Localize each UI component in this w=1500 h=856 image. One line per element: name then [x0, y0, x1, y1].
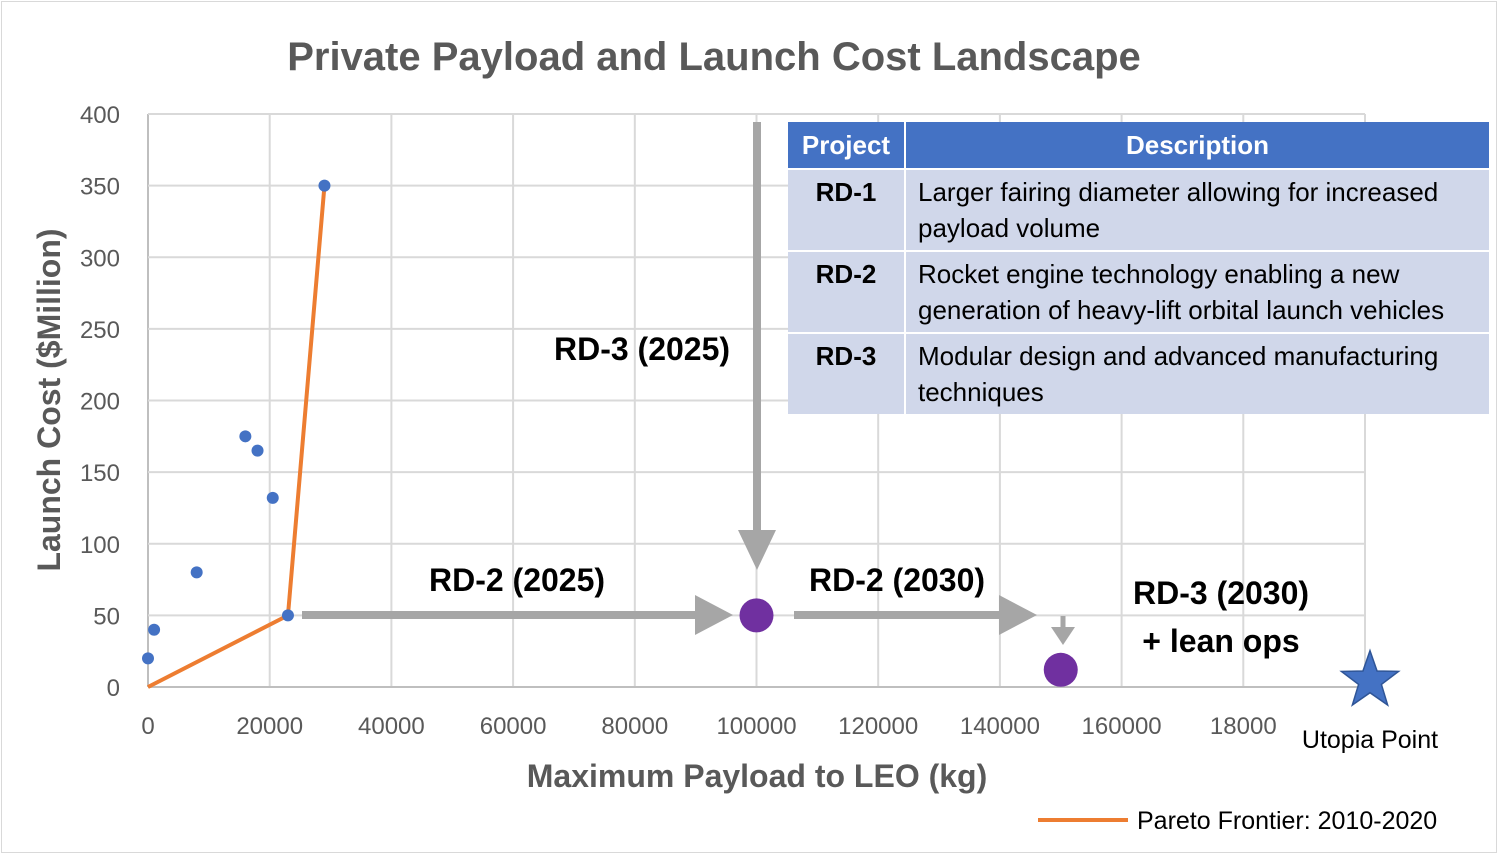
y-tick-label: 200	[80, 389, 120, 416]
legend-label: Pareto Frontier: 2010-2020	[1137, 807, 1437, 835]
data-point	[251, 444, 264, 457]
header-description: Description	[905, 122, 1491, 169]
projected-point	[739, 598, 774, 633]
x-tick-label: 20000	[236, 713, 303, 740]
x-tick-label: 0	[141, 713, 154, 740]
x-tick-label: 80000	[601, 713, 668, 740]
tick-labels: 0 20000 40000 60000 80000 100000 120000 140000 1…	[80, 102, 1277, 740]
project-id: RD-1	[788, 168, 906, 251]
y-tick-label: 150	[80, 460, 120, 487]
x-tick-label: 100000	[716, 713, 796, 740]
header-project: Project	[788, 122, 906, 169]
data-point	[190, 566, 203, 579]
project-description: Larger fairing diameter allowing for inc…	[905, 168, 1491, 251]
y-tick-label: 50	[93, 603, 120, 630]
x-tick-label: 60000	[480, 713, 547, 740]
utopia-point-star	[1339, 648, 1401, 707]
y-axis-label: Launch Cost ($Million)	[31, 228, 67, 571]
x-tick-label: 140000	[960, 713, 1040, 740]
annotation-lean-ops: + lean ops	[1142, 623, 1299, 659]
y-tick-label: 350	[80, 174, 120, 201]
chart-title: Private Payload and Launch Cost Landscap…	[287, 35, 1141, 79]
pareto-frontier-line	[147, 185, 327, 689]
project-table: Project Description RD-1 Larger fairing …	[788, 122, 1491, 414]
arrows	[302, 122, 1075, 645]
table-row: RD-1 Larger fairing diameter allowing fo…	[788, 168, 1491, 251]
arrow-rd3-2030-head	[1051, 627, 1075, 645]
table-row: RD-2 Rocket engine technology enabling a…	[788, 250, 1491, 333]
project-description: Modular design and advanced manufacturin…	[905, 332, 1491, 414]
arrow-rd3-2025-head	[738, 530, 776, 570]
utopia-point-label: Utopia Point	[1302, 726, 1438, 754]
annotation-rd2-2025: RD-2 (2025)	[429, 562, 605, 598]
project-id: RD-2	[788, 250, 906, 333]
projected-point	[1043, 652, 1078, 687]
y-tick-label: 100	[80, 532, 120, 559]
data-marks	[142, 179, 1401, 707]
annotation-rd2-2030: RD-2 (2030)	[809, 562, 985, 598]
data-point	[148, 623, 161, 636]
x-axis-label: Maximum Payload to LEO (kg)	[527, 758, 988, 794]
data-point	[266, 491, 279, 504]
y-tick-label: 300	[80, 245, 120, 272]
annotation-rd3-2030: RD-3 (2030)	[1133, 575, 1309, 611]
data-point	[239, 430, 252, 443]
data-point	[318, 179, 331, 192]
arrow-rd2-2025-head	[695, 595, 733, 635]
data-point	[281, 609, 294, 622]
x-tick-label: 18000	[1210, 713, 1277, 740]
data-point	[142, 652, 154, 665]
y-tick-label: 400	[80, 102, 120, 129]
arrow-rd2-2030-head	[999, 595, 1037, 635]
project-description: Rocket engine technology enabling a new …	[905, 250, 1491, 333]
x-tick-label: 40000	[358, 713, 425, 740]
project-id: RD-3	[788, 332, 906, 414]
x-tick-label: 160000	[1082, 713, 1162, 740]
table-row: RD-3 Modular design and advanced manufac…	[788, 332, 1491, 414]
x-tick-label: 120000	[838, 713, 918, 740]
y-tick-label: 0	[107, 675, 120, 702]
annotation-rd3-2025: RD-3 (2025)	[554, 331, 730, 367]
y-tick-label: 250	[80, 317, 120, 344]
